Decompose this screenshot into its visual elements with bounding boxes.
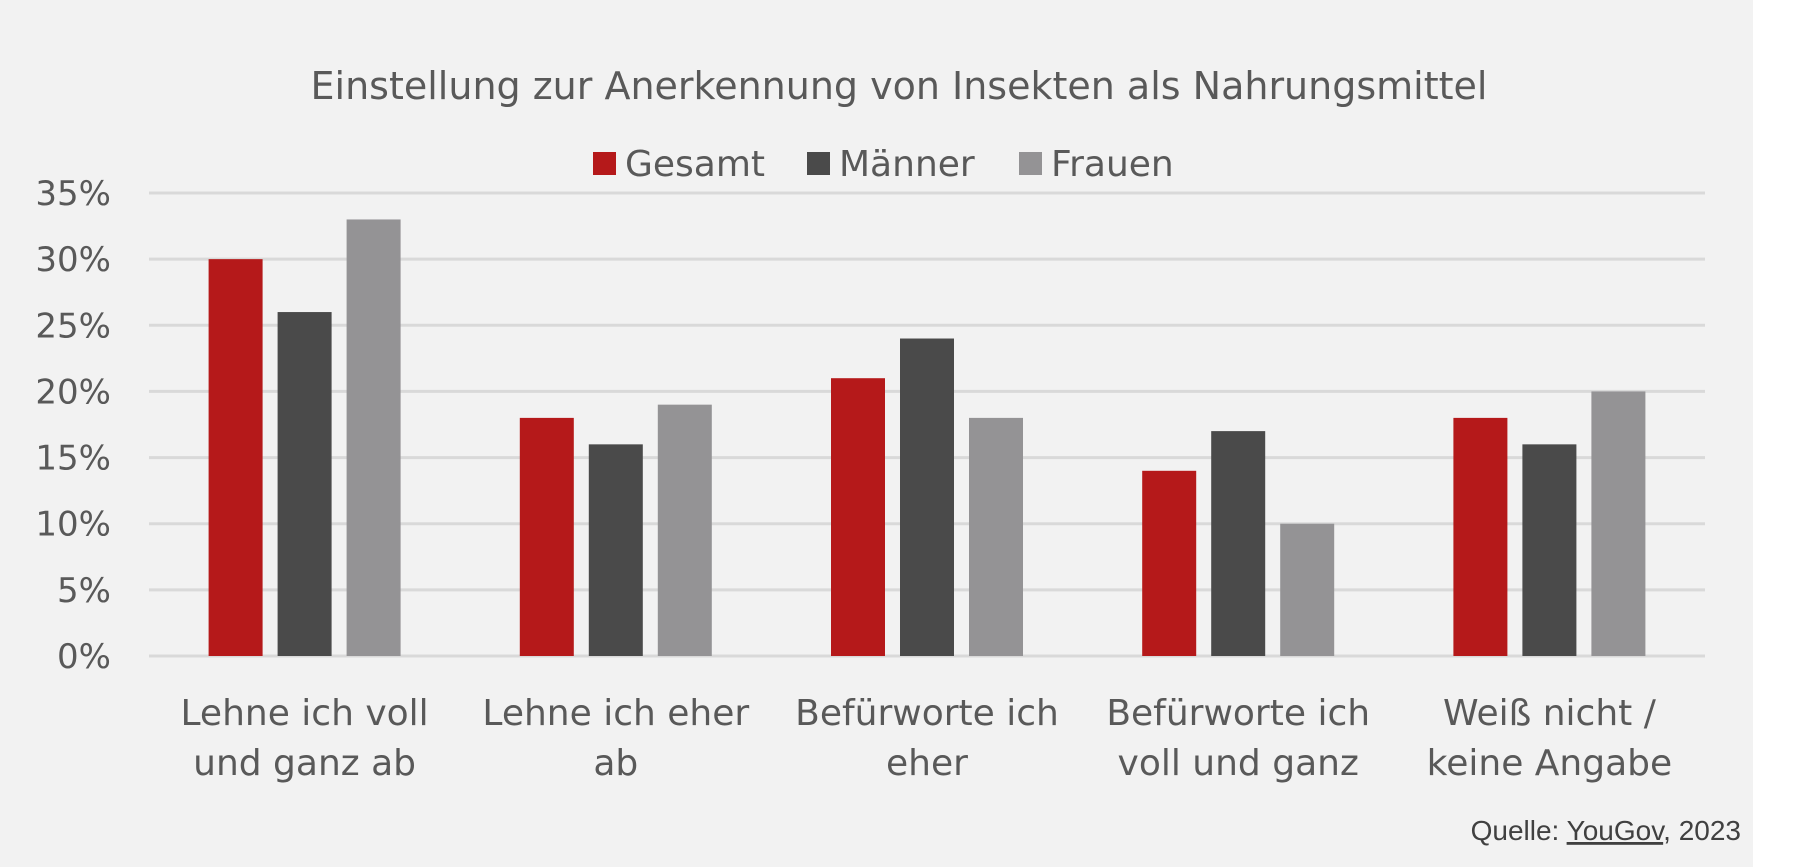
y-tick-label: 15% bbox=[35, 439, 111, 479]
x-tick-label-line: und ganz ab bbox=[193, 743, 416, 784]
legend-label: Frauen bbox=[1051, 144, 1174, 185]
x-tick-label-line: Befürworte ich bbox=[795, 693, 1059, 734]
bar-mnner-0 bbox=[277, 312, 332, 656]
bar-gesamt-0 bbox=[208, 259, 263, 656]
source-link[interactable]: YouGov bbox=[1567, 815, 1666, 846]
bar-gesamt-3 bbox=[1142, 470, 1197, 656]
legend-swatch bbox=[1019, 152, 1042, 175]
legend-swatch bbox=[807, 152, 830, 175]
source-note: Quelle: YouGov, 2023 bbox=[1471, 815, 1741, 846]
bar-mnner-1 bbox=[588, 444, 643, 656]
y-tick-label: 0% bbox=[57, 637, 111, 677]
bar-mnner-2 bbox=[900, 338, 954, 656]
x-tick-label-line: voll und ganz bbox=[1118, 743, 1359, 784]
y-tick-label: 35% bbox=[35, 174, 111, 214]
chart-title: Einstellung zur Anerkennung von Insekten… bbox=[311, 64, 1488, 108]
x-tick-label-line: keine Angabe bbox=[1427, 743, 1672, 784]
source-suffix: , 2023 bbox=[1663, 815, 1741, 846]
bar-gesamt-4 bbox=[1453, 417, 1508, 656]
bar-frauen-2 bbox=[969, 417, 1023, 656]
x-category-label: Befürworte ich voll und ganz bbox=[1106, 693, 1370, 784]
source-prefix: Quelle: bbox=[1471, 815, 1567, 846]
y-tick-label: 10% bbox=[35, 505, 111, 545]
y-tick-label: 20% bbox=[35, 372, 111, 412]
bars bbox=[208, 219, 1646, 656]
x-tick-label-line: Befürworte ich bbox=[1106, 693, 1370, 734]
x-tick-label-line: ab bbox=[593, 743, 638, 784]
bar-mnner-3 bbox=[1211, 431, 1266, 656]
bar-frauen-0 bbox=[346, 219, 401, 656]
legend-label: Männer bbox=[839, 144, 975, 185]
bar-gesamt-2 bbox=[831, 378, 885, 656]
y-tick-label: 5% bbox=[57, 571, 111, 611]
y-tick-label: 25% bbox=[35, 306, 111, 346]
x-category-label: Lehne ich eher ab bbox=[482, 693, 749, 784]
y-tick-label: 30% bbox=[35, 240, 111, 280]
bar-frauen-4 bbox=[1591, 391, 1646, 656]
x-axis-labels: Lehne ich voll und ganz ab Lehne ich eher a… bbox=[181, 693, 1673, 784]
x-tick-label-line: Lehne ich voll bbox=[181, 693, 429, 734]
x-category-label: Lehne ich voll und ganz ab bbox=[181, 693, 429, 784]
legend-label: Gesamt bbox=[625, 144, 765, 185]
x-category-label: Weiß nicht / keine Angabe bbox=[1427, 693, 1672, 784]
x-tick-label-line: Weiß nicht / bbox=[1443, 693, 1657, 734]
legend-swatch bbox=[593, 152, 616, 175]
legend: Gesamt Männer Frauen bbox=[593, 144, 1174, 185]
x-tick-label-line: eher bbox=[886, 743, 968, 784]
bar-gesamt-1 bbox=[519, 417, 574, 656]
bar-frauen-1 bbox=[657, 404, 712, 656]
bar-frauen-3 bbox=[1280, 523, 1335, 656]
x-category-label: Befürworte ich eher bbox=[795, 693, 1059, 784]
y-axis-ticks: 0% 5% 10% 15% 20% 25% 30% 35% bbox=[35, 174, 111, 677]
bar-mnner-4 bbox=[1522, 444, 1577, 656]
x-tick-label-line: Lehne ich eher bbox=[482, 693, 749, 734]
